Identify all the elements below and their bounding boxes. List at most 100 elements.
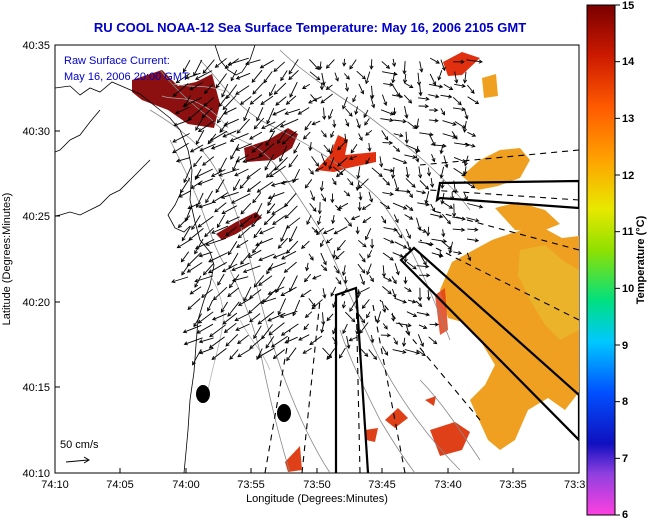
current-vector-head bbox=[342, 62, 347, 67]
current-vector bbox=[278, 237, 289, 249]
current-vector bbox=[404, 106, 408, 118]
current-vector bbox=[364, 118, 370, 126]
current-vector bbox=[323, 107, 325, 120]
current-vector bbox=[268, 262, 286, 271]
current-vector bbox=[236, 143, 252, 151]
current-vector bbox=[359, 273, 365, 285]
current-vector bbox=[196, 323, 214, 334]
colorbar-label: Temperature (°C) bbox=[635, 215, 647, 304]
current-vector bbox=[199, 251, 213, 257]
current-vector-head bbox=[266, 209, 271, 215]
current-vector-head bbox=[378, 173, 383, 178]
current-vector bbox=[176, 73, 191, 84]
current-vector bbox=[454, 121, 466, 129]
y-tick-label: 40:30 bbox=[22, 126, 50, 138]
current-vector bbox=[190, 286, 202, 295]
current-vector-head bbox=[194, 175, 199, 181]
current-vector-head bbox=[332, 123, 337, 129]
current-vector bbox=[240, 202, 252, 215]
current-vector bbox=[394, 189, 410, 193]
current-vector bbox=[214, 202, 227, 213]
current-vector-head bbox=[205, 199, 210, 204]
current-vector bbox=[259, 226, 275, 234]
current-vector-head bbox=[230, 155, 234, 160]
current-vector bbox=[203, 263, 214, 276]
current-vector-head bbox=[325, 86, 331, 90]
current-vector bbox=[383, 276, 392, 282]
current-vector bbox=[362, 299, 370, 309]
current-vector-head bbox=[376, 319, 381, 324]
current-vector bbox=[254, 203, 263, 218]
current-vector-head bbox=[235, 158, 240, 163]
current-vector-head bbox=[356, 124, 361, 129]
current-vector-head bbox=[260, 100, 265, 105]
current-vector-head bbox=[175, 158, 181, 163]
current-vector bbox=[449, 241, 454, 254]
current-vector bbox=[365, 157, 371, 165]
current-vector-head bbox=[434, 118, 439, 123]
current-vector bbox=[257, 181, 274, 193]
current-vector bbox=[227, 301, 240, 317]
current-vector bbox=[268, 286, 285, 295]
current-vector bbox=[298, 107, 310, 115]
current-vector-head bbox=[393, 340, 398, 346]
current-vector bbox=[312, 274, 322, 280]
current-vector bbox=[226, 84, 238, 99]
current-vector bbox=[337, 157, 348, 167]
current-vector bbox=[284, 261, 297, 273]
current-vector bbox=[346, 336, 350, 349]
current-vector-head bbox=[202, 271, 207, 276]
current-vector-head bbox=[267, 266, 272, 271]
current-vector-head bbox=[194, 76, 200, 80]
current-vector bbox=[230, 69, 238, 81]
current-vector bbox=[452, 107, 465, 111]
current-vector-head bbox=[244, 61, 250, 66]
current-vector bbox=[190, 144, 204, 153]
current-vector-head bbox=[337, 280, 342, 285]
current-vector bbox=[320, 130, 327, 138]
current-vector-head bbox=[424, 104, 430, 109]
current-vector-head bbox=[412, 125, 417, 129]
current-vector bbox=[334, 72, 339, 82]
current-vector bbox=[176, 157, 191, 162]
current-vector bbox=[239, 178, 249, 189]
current-vector-head bbox=[235, 147, 240, 151]
current-vector-head bbox=[409, 84, 414, 89]
current-vector-head bbox=[349, 181, 354, 186]
current-vector-head bbox=[211, 316, 217, 321]
current-vector bbox=[211, 348, 227, 360]
current-vector bbox=[260, 59, 274, 69]
current-vector bbox=[467, 131, 476, 137]
current-vector bbox=[223, 107, 237, 115]
current-vector-head bbox=[311, 305, 316, 310]
current-vector bbox=[356, 323, 360, 334]
current-vector-head bbox=[370, 338, 375, 344]
current-vector bbox=[393, 214, 399, 223]
current-vector bbox=[320, 252, 327, 265]
current-vector-head bbox=[177, 224, 182, 229]
x-tick-label: 73:50 bbox=[303, 479, 331, 491]
current-vector bbox=[380, 201, 390, 209]
current-vector-head bbox=[341, 292, 346, 297]
current-vector-head bbox=[420, 342, 424, 348]
map-layers bbox=[55, 45, 579, 473]
current-vector-head bbox=[425, 312, 431, 317]
current-vector-head bbox=[194, 250, 198, 255]
current-vector bbox=[249, 131, 263, 140]
current-vector-head bbox=[234, 172, 239, 177]
current-vector bbox=[273, 61, 286, 72]
current-vector-head bbox=[328, 165, 333, 170]
current-vector bbox=[356, 180, 360, 191]
current-vector bbox=[309, 335, 323, 345]
current-vector bbox=[392, 167, 395, 179]
current-vector bbox=[219, 168, 240, 176]
current-vector-head bbox=[393, 71, 398, 76]
current-vector-head bbox=[361, 206, 367, 210]
current-vector bbox=[338, 202, 349, 209]
current-vector-head bbox=[415, 158, 420, 163]
current-vector-head bbox=[322, 197, 326, 202]
current-vector-head bbox=[277, 244, 282, 249]
current-vector bbox=[232, 276, 249, 282]
current-vector bbox=[419, 132, 433, 136]
current-vector bbox=[231, 262, 250, 271]
